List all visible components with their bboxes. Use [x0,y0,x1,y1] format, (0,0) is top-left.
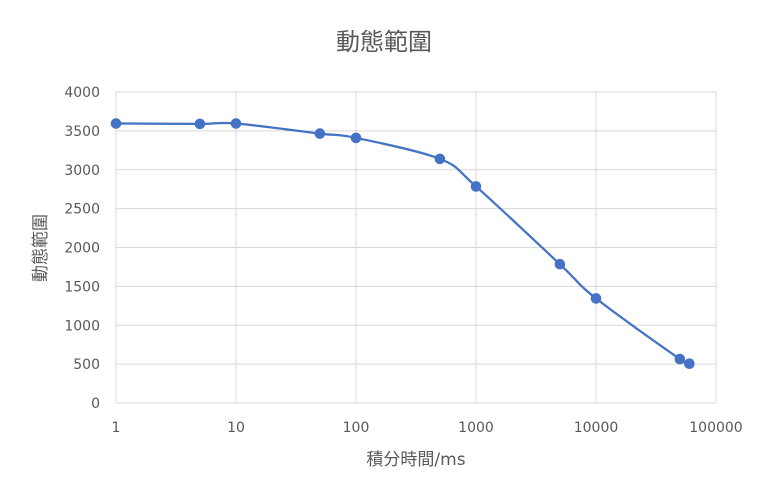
data-point-marker [230,118,242,129]
data-point-marker [674,353,686,365]
y-tick-label: 0 [91,396,100,412]
data-points [110,118,695,370]
y-axis-label: 動態範圍 [31,214,51,282]
x-tick-label: 10000 [574,420,619,436]
chart-title: 動態範圍 [336,28,432,56]
x-tick-label: 10 [227,420,245,436]
x-axis-label: 積分時間/ms [366,450,465,470]
x-tick-label: 100000 [689,420,742,436]
y-tick-label: 2500 [64,202,100,218]
y-tick-label: 500 [73,357,100,373]
data-point-marker [684,358,695,370]
y-tick-label: 3000 [64,163,100,179]
x-tick-label: 1000 [458,420,494,436]
x-tick-label: 1 [112,420,121,436]
y-tick-label: 2000 [64,241,100,257]
y-tick-label: 1000 [64,318,100,334]
series-line [115,121,691,367]
x-axis-ticks: 1 10 100 1000 10000 100000 [112,420,743,436]
y-tick-label: 4000 [64,85,100,101]
data-point-marker [470,181,482,192]
data-point-marker [314,128,326,139]
y-axis-ticks: 0 500 1000 1500 2000 2500 3000 3500 4000 [64,85,100,412]
y-tick-label: 3500 [64,124,100,140]
data-point-marker [434,153,446,165]
x-tick-label: 100 [343,420,370,436]
data-point-marker [590,293,602,304]
y-tick-label: 1500 [64,279,100,295]
data-point-marker [194,118,206,130]
data-point-marker [350,132,362,144]
data-point-marker [110,118,122,129]
data-point-marker [554,258,566,270]
gridlines [115,91,717,404]
